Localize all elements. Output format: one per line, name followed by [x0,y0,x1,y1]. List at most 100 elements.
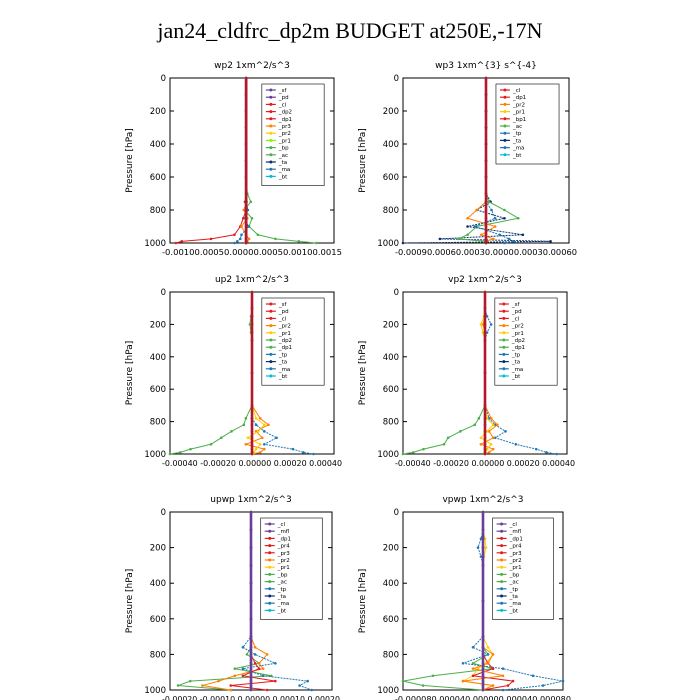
legend-marker [503,102,507,106]
data-point [484,233,488,237]
data-point [230,430,233,433]
data-point [490,208,493,212]
data-point [261,667,265,670]
legend-entry: _dp1 [511,345,525,351]
legend-entry: _dp2 [511,338,525,344]
y-tick-label: 0 [394,508,399,518]
data-point [549,240,552,243]
data-point [481,635,485,638]
data-point [250,216,254,220]
legend-entry: _cl [509,522,518,528]
legend-entry: _ta [509,594,518,600]
legend-entry: _ac [277,580,287,586]
data-point [244,175,248,179]
legend-entry: _dp1 [509,536,523,542]
legend-entry: _ma [509,601,521,607]
legend-marker [502,338,506,342]
data-point [233,667,237,670]
data-point [498,233,502,237]
data-point [481,679,485,683]
data-point [491,684,495,687]
data-point [401,679,405,683]
data-point [249,635,253,638]
data-point [484,208,488,212]
data-point [250,404,254,407]
legend-entry: _pr4 [509,544,523,550]
data-point [250,290,254,294]
data-point [265,653,269,656]
legend-entry: _pd [511,309,522,315]
y-tick-label: 1000 [377,450,399,460]
data-point [274,662,277,665]
data-point [249,200,253,204]
legend-marker [268,558,272,562]
data-point [483,447,487,451]
x-tick-labels: -0.00040 -0.00020 0.00000 0.00020 0.0004… [395,459,575,468]
data-point [250,442,254,446]
data-point [275,436,278,440]
legend-marker [269,338,273,342]
data-point [503,241,506,245]
legend-box [494,297,558,386]
data-point [466,233,469,237]
legend-entry: _tp [512,131,522,137]
data-point [209,442,213,446]
data-point [254,447,258,451]
data-point [253,653,257,656]
data-point [244,442,248,446]
data-point [238,237,242,241]
legend-marker [503,110,507,114]
data-point [236,240,239,243]
panel-1: wp2 1xm^2/s^3 Pressure [hPa] 0 200 400 600 800… [125,61,342,257]
data-point [267,423,270,427]
data-point [481,555,485,558]
legend-entry: _bt [278,374,288,380]
data-point [274,237,277,241]
y-tick-label: 400 [383,140,399,150]
data-point [491,447,495,451]
data-point [244,159,248,162]
legend-entry: _pr1 [278,331,291,337]
data-point [174,241,178,245]
legend-marker [503,124,507,128]
legend-marker [500,529,504,533]
data-point [461,679,465,683]
data-point [481,564,485,567]
y-axis-label: Pressure [hPa] [125,569,135,634]
panel-title: vpwp 1xm^2/s^3 [442,495,523,505]
data-point [483,452,487,456]
x-tick-labels: -0.000080.000040.000000.000040.000080 [395,695,571,700]
y-tick-label: 600 [383,385,399,395]
data-point [250,331,254,334]
y-tick-label: 200 [383,320,399,330]
legend-entry: _cl [511,316,520,322]
data-point [484,216,488,220]
data-point [256,430,260,433]
data-point [240,225,243,228]
legend-entry: _dp1 [278,345,292,351]
y-tick-label: 0 [161,74,166,84]
y-tick-label: 600 [383,173,399,183]
legend-entry: _pr3 [509,551,523,557]
y-tick-label: 400 [383,579,399,589]
legend-entry: _pr4 [277,544,291,550]
data-point [516,216,520,220]
data-point [480,233,483,237]
legend-entry: _pr2 [278,324,291,330]
data-point [249,653,253,656]
legend-marker [500,544,504,548]
data-point [483,537,487,540]
legend-marker [268,544,272,548]
legend-marker [500,580,504,584]
legend-entry: _pr1 [509,565,522,571]
data-point [486,653,490,656]
data-point [249,528,253,532]
legend-marker [502,352,506,356]
legend-entry: _pr2 [509,558,522,564]
y-tick-label: 400 [150,353,166,363]
data-point [401,452,405,456]
data-point [250,452,254,456]
data-point [411,451,415,454]
y-tick-label: 600 [150,385,166,395]
panel-2: wp3 1xm^{3} s^{-4} Pressure [hPa] 0 200 400 6… [358,61,577,257]
